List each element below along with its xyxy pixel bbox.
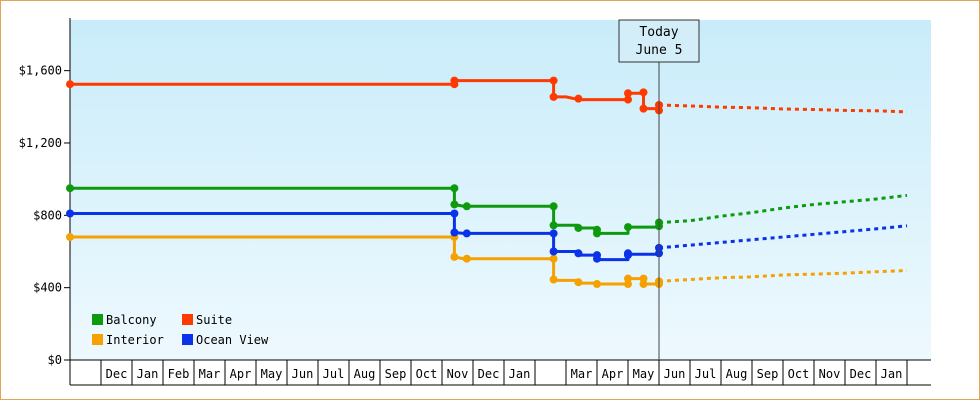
y-tick-label: $1,600 [19,64,62,78]
data-point [549,92,558,101]
data-point [574,94,583,103]
data-point [450,184,459,193]
series-forecast-line [658,224,908,250]
data-point [574,223,583,232]
y-tick-label: $0 [48,353,62,367]
x-tick-label: Dec [106,367,128,381]
x-tick-label: Aug [726,367,748,381]
x-tick-label: Jan [509,367,531,381]
legend-swatch [92,314,103,325]
x-tick-label: Mar [571,367,593,381]
plot-background [70,20,931,360]
y-tick-label: $400 [33,281,62,295]
legend-label: Balcony [106,313,157,327]
data-point [549,254,558,263]
data-point [624,223,632,232]
series-forecast-line [658,268,908,283]
x-tick-label: Jun [664,367,686,381]
data-point [66,233,74,242]
data-point [462,254,471,263]
data-point [549,202,558,211]
data-point [66,209,74,218]
data-point [639,88,648,97]
legend-swatch [182,334,193,345]
today-label-box [618,19,700,63]
series-suite [66,76,908,115]
data-point [450,228,459,237]
data-point [450,76,459,85]
data-point [66,80,74,89]
data-point [450,252,459,261]
data-point [639,280,648,289]
x-tick-label: Jul [695,367,717,381]
x-tick-label: Sep [385,367,407,381]
data-point [549,247,558,256]
data-point [639,104,648,113]
x-tick-label: Jan [881,367,903,381]
data-point [593,229,601,238]
x-tick-label: Jun [292,367,314,381]
x-tick-label: Dec [478,367,500,381]
data-point [574,249,583,258]
x-tick-label: Apr [230,367,252,381]
data-point [549,275,558,284]
x-tick-label: Nov [819,367,841,381]
series-forecast-line [658,103,908,114]
data-point [450,209,459,218]
data-point [450,200,459,209]
legend-label: Ocean View [196,333,269,347]
x-tick-label: Oct [416,367,438,381]
today-date: June 5 [636,43,683,58]
data-point [593,280,601,289]
x-tick-label: Aug [354,367,376,381]
y-tick-label: $800 [33,208,62,222]
legend-label: Suite [196,313,232,327]
today-label: Today [639,25,678,40]
data-point [462,202,471,211]
legend-swatch [182,314,193,325]
x-tick-label: Apr [602,367,624,381]
data-point [549,76,558,85]
legend-swatch [92,334,103,345]
data-point [549,221,558,230]
x-tick-label: Dec [850,367,872,381]
legend-label: Interior [106,333,164,347]
data-point [593,254,601,263]
x-tick-label: Feb [168,367,190,381]
x-tick-label: Jul [323,367,345,381]
x-tick-label: May [633,367,655,381]
x-tick-label: Sep [757,367,779,381]
data-point [624,89,632,98]
data-point [549,229,558,238]
x-tick-label: Mar [199,367,221,381]
y-tick-label: $1,200 [19,136,62,150]
x-tick-label: Jan [137,367,159,381]
data-point [66,184,74,193]
data-point [462,229,471,238]
x-tick-label: Nov [447,367,469,381]
data-point [624,249,632,258]
data-point [574,278,583,287]
x-tick-label: Oct [788,367,810,381]
data-point [624,274,632,283]
x-tick-label: May [261,367,283,381]
data-point [624,95,632,104]
series-forecast-line [658,193,908,225]
